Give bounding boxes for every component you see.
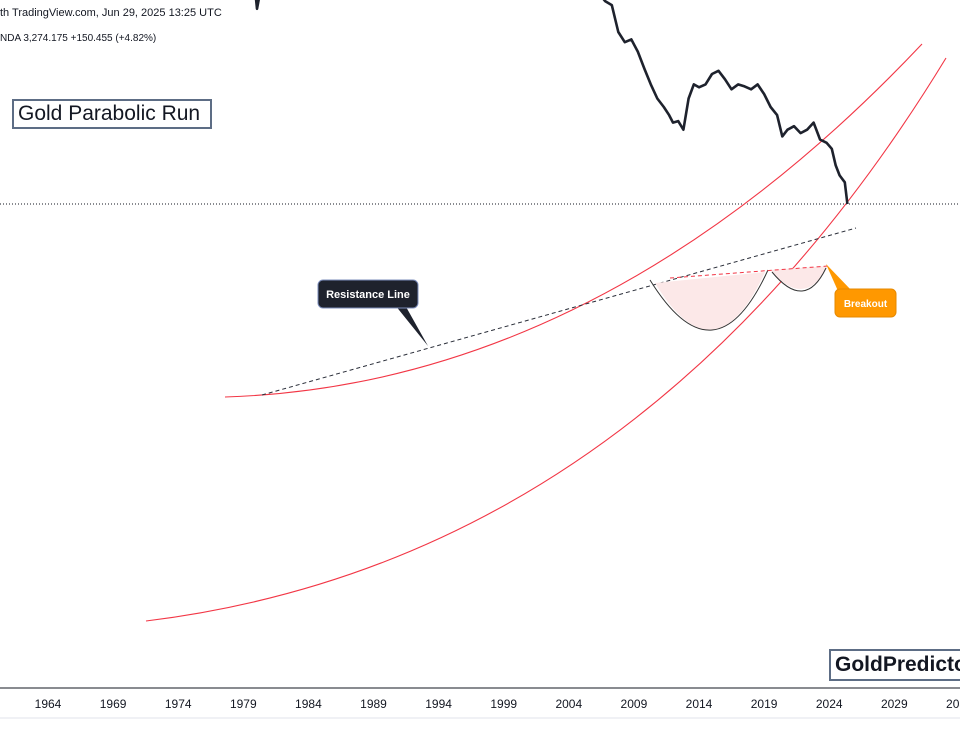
chart-title: Gold Parabolic Run [12,99,212,129]
price-layer [254,0,849,205]
x-tick-label: 1969 [100,697,127,711]
callouts-layer: Resistance Line Breakout [317,264,897,346]
resistance-callout-box [317,279,419,309]
cup-layer [649,265,829,331]
x-tick-label: 2024 [816,697,843,711]
x-tick-label: 1979 [230,697,257,711]
neckline [669,265,829,279]
time-axis: 1964 1969 1974 1979 1984 1989 1994 1999 2004 2009… [0,687,960,719]
symbol-price-line: NDA 3,274.175 +150.455 (+4.82%) [0,33,157,44]
x-tick-label: 1989 [360,697,387,711]
breakout-callout-label: Breakout [844,299,888,310]
cup-fill [655,272,765,330]
resistance-line [261,227,857,396]
handle-arc [771,267,827,292]
resistance-callout-pointer [370,305,428,346]
resistance-callout-label: Resistance Line [326,289,410,301]
watermark-logo: GoldPredictor [829,649,960,681]
curves-layer [0,43,960,622]
x-tick-label: 2034 [946,697,960,711]
breakout-callout-box [834,288,897,318]
gold-price-line [254,0,849,205]
x-tick-label: 2029 [881,697,908,711]
x-tick-label: 2004 [555,697,582,711]
x-tick-label: 1964 [35,697,62,711]
x-tick-label: 1984 [295,697,322,711]
x-tick-label: 1974 [165,697,192,711]
x-tick-label: 2009 [621,697,648,711]
x-tick-label: 2014 [686,697,713,711]
cup-arc [649,269,769,331]
x-tick-label: 2019 [751,697,778,711]
lower-parabola [145,57,947,622]
breakout-callout-pointer [826,264,852,291]
upper-parabola [224,43,923,398]
handle-fill [770,266,828,290]
x-tick-label: 1994 [425,697,452,711]
published-info: th TradingView.com, Jun 29, 2025 13:25 U… [0,7,222,19]
x-tick-label: 1999 [490,697,517,711]
